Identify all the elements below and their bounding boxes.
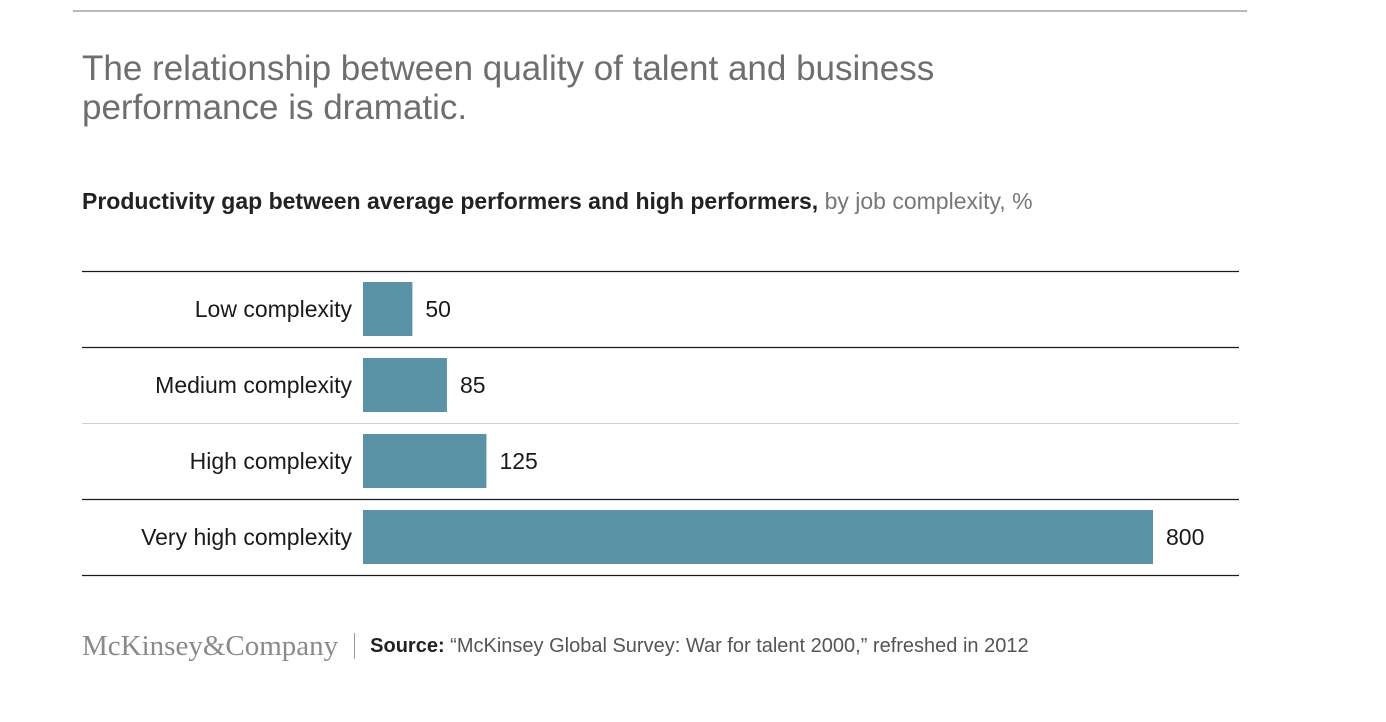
source-text: “McKinsey Global Survey: War for talent …	[444, 634, 1029, 657]
footer-divider	[354, 633, 356, 659]
bar	[363, 358, 447, 412]
source-note: Source: “McKinsey Global Survey: War for…	[370, 635, 1028, 658]
bar	[363, 510, 1153, 564]
top-rule	[73, 10, 1247, 12]
value-label: 50	[425, 296, 451, 322]
value-label: 125	[499, 448, 537, 474]
subtitle-bold: Productivity gap between average perform…	[82, 188, 819, 214]
source-label: Source:	[370, 634, 445, 657]
value-label: 85	[460, 372, 486, 398]
value-label: 800	[1166, 524, 1204, 550]
bar	[363, 282, 413, 336]
category-label: Medium complexity	[155, 372, 352, 398]
chart-subtitle: Productivity gap between average perform…	[82, 186, 1033, 216]
category-label: Very high complexity	[141, 524, 352, 550]
mckinsey-logo: McKinsey&Company	[82, 629, 339, 662]
bar	[363, 434, 487, 488]
subtitle-light: by job complexity, %	[818, 188, 1033, 214]
category-label: Low complexity	[195, 296, 353, 322]
chart-headline: The relationship between quality of tale…	[82, 49, 935, 127]
footer: McKinsey&Company Source: “McKinsey Globa…	[82, 628, 1029, 664]
category-label: High complexity	[190, 448, 353, 474]
